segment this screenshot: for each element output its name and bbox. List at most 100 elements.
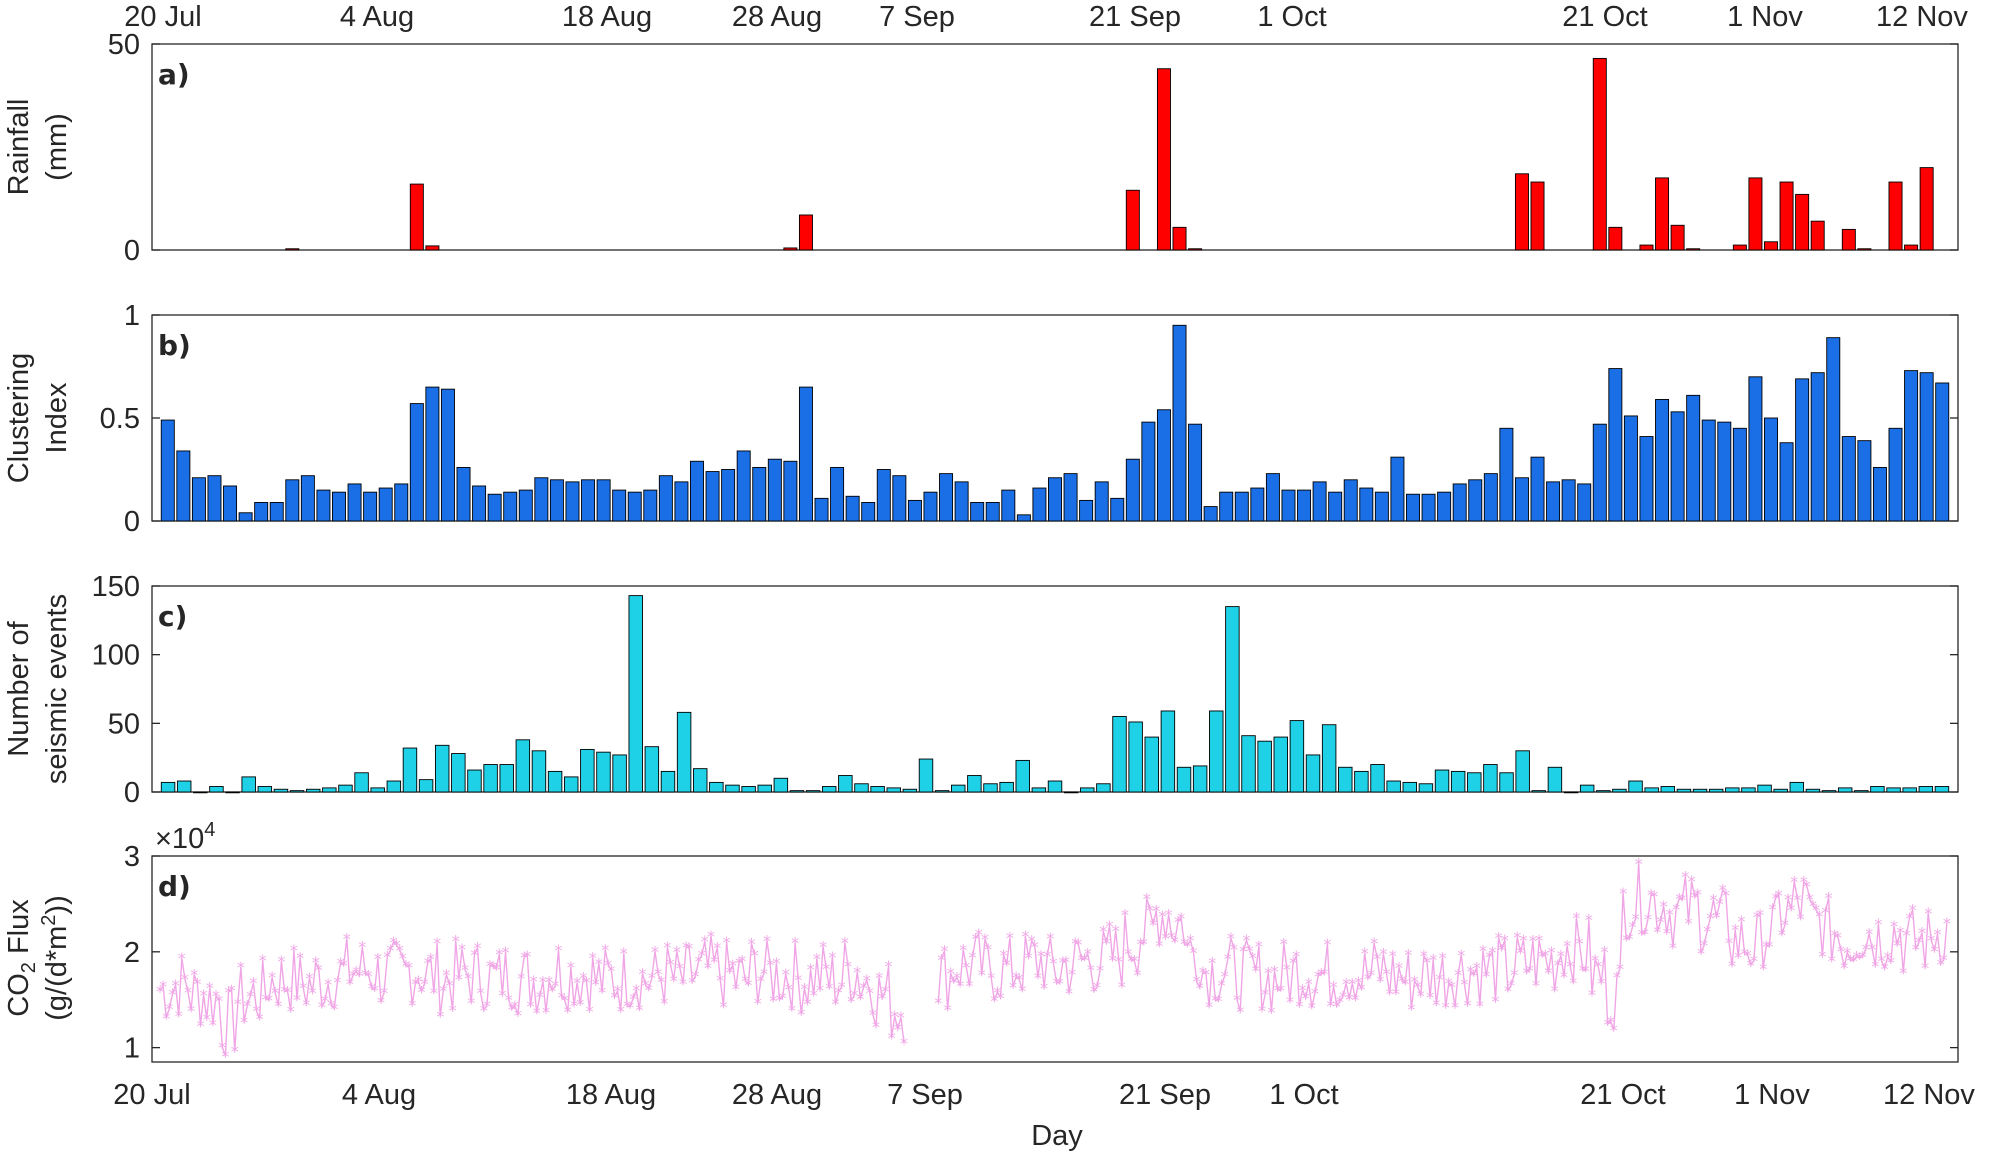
flux-marker: *: [449, 1001, 457, 1020]
flux-marker: *: [1370, 934, 1378, 953]
flux-marker: *: [1834, 928, 1842, 947]
flux-marker: *: [514, 1006, 522, 1025]
flux-marker: *: [1513, 928, 1521, 947]
flux-marker: *: [1367, 966, 1375, 985]
flux-marker: *: [1843, 943, 1851, 962]
flux-marker: *: [757, 971, 765, 990]
bar: [1764, 417, 1778, 522]
flux-marker: *: [1286, 992, 1294, 1011]
flux-marker: *: [1407, 1000, 1415, 1019]
flux-marker: *: [1168, 928, 1176, 947]
flux-marker: *: [1146, 901, 1154, 920]
flux-marker: *: [209, 1015, 217, 1034]
bar: [338, 784, 353, 793]
flux-marker: *: [1171, 933, 1179, 952]
flux-marker: *: [1853, 948, 1861, 967]
bar: [886, 787, 901, 793]
bar: [644, 746, 660, 793]
flux-marker: *: [1158, 907, 1166, 926]
flux-marker: *: [178, 949, 186, 968]
flux-marker: *: [1551, 982, 1559, 1001]
ylabel-superscript: 2: [38, 915, 60, 926]
bar: [1805, 788, 1821, 793]
bar: [1328, 491, 1343, 522]
flux-marker: *: [1488, 943, 1496, 962]
flux-marker: *: [1544, 964, 1552, 983]
flux-marker: *: [754, 994, 762, 1013]
bar: [1312, 481, 1327, 522]
bar: [1434, 769, 1450, 793]
flux-marker: *: [287, 1002, 295, 1021]
flux-marker: *: [673, 942, 681, 961]
bar: [1902, 787, 1917, 793]
flux-marker: *: [433, 934, 441, 953]
bar: [783, 247, 798, 251]
flux-marker: *: [1099, 922, 1107, 941]
flux-marker: *: [1644, 910, 1652, 929]
flux-marker: *: [1414, 977, 1422, 996]
top-xtick-labels: 20 Jul 4 Aug 18 Aug 28 Aug 7 Sep 21 Sep …: [124, 1, 1968, 33]
flux-marker: *: [1921, 959, 1929, 978]
flux-marker: *: [1529, 932, 1537, 951]
bar: [596, 751, 611, 793]
flux-marker: *: [249, 974, 257, 993]
panel-b-ylabel-line1: Clustering: [3, 353, 35, 484]
flux-marker: *: [265, 991, 273, 1010]
bar: [1467, 772, 1482, 793]
flux-marker: *: [1355, 973, 1363, 992]
flux-marker: *: [579, 968, 587, 987]
flux-marker: *: [1143, 889, 1151, 908]
flux-marker: *: [1769, 900, 1777, 919]
ytick-label: 1: [124, 1033, 140, 1065]
bar: [1841, 228, 1856, 251]
flux-marker: *: [1448, 978, 1456, 997]
flux-marker: *: [847, 992, 855, 1011]
flux-marker: *: [654, 965, 662, 984]
flux-marker: *: [1822, 903, 1830, 922]
bar: [515, 739, 531, 793]
top-xtick-label: 21 Oct: [1562, 1, 1647, 33]
bar: [752, 466, 767, 522]
flux-marker: *: [1663, 924, 1671, 943]
bar: [451, 753, 466, 793]
bar: [1032, 487, 1047, 522]
flux-marker: *: [1140, 935, 1148, 954]
flux-marker: *: [1516, 944, 1524, 963]
flux-marker: *: [1096, 961, 1104, 980]
flux-marker: *: [1134, 966, 1142, 985]
flux-marker: *: [1881, 959, 1889, 978]
flux-marker: *: [732, 979, 740, 998]
flux-marker: *: [1927, 931, 1935, 950]
flux-marker: *: [483, 996, 491, 1015]
exponent-power: 4: [204, 819, 215, 841]
bar: [1701, 419, 1716, 522]
bar: [483, 764, 498, 793]
flux-marker: *: [832, 995, 840, 1014]
flux-marker: *: [763, 932, 771, 951]
flux-marker: *: [819, 938, 827, 957]
flux-marker: *: [1485, 948, 1493, 967]
flux-marker: *: [495, 945, 503, 964]
bar: [1531, 790, 1547, 793]
bar: [1612, 788, 1627, 793]
flux-marker: *: [533, 1004, 541, 1023]
flux-marker: *: [1137, 934, 1145, 953]
bar: [1826, 337, 1841, 522]
bar: [1795, 193, 1810, 251]
bar: [1172, 226, 1187, 251]
flux-marker: *: [1420, 947, 1428, 966]
flux-marker: *: [1741, 945, 1749, 964]
flux-marker: *: [1492, 992, 1500, 1011]
flux-marker: *: [1417, 987, 1425, 1006]
flux-marker: *: [1127, 951, 1135, 970]
flux-marker: *: [782, 965, 790, 984]
flux-marker: *: [446, 976, 454, 995]
bar: [1156, 68, 1171, 251]
flux-marker: *: [1277, 981, 1285, 1000]
bar: [1810, 372, 1825, 522]
bar: [1579, 784, 1595, 793]
flux-marker: *: [1224, 950, 1232, 969]
flux-marker: *: [1317, 964, 1325, 983]
bar: [191, 477, 206, 522]
flux-marker: *: [1688, 872, 1696, 891]
